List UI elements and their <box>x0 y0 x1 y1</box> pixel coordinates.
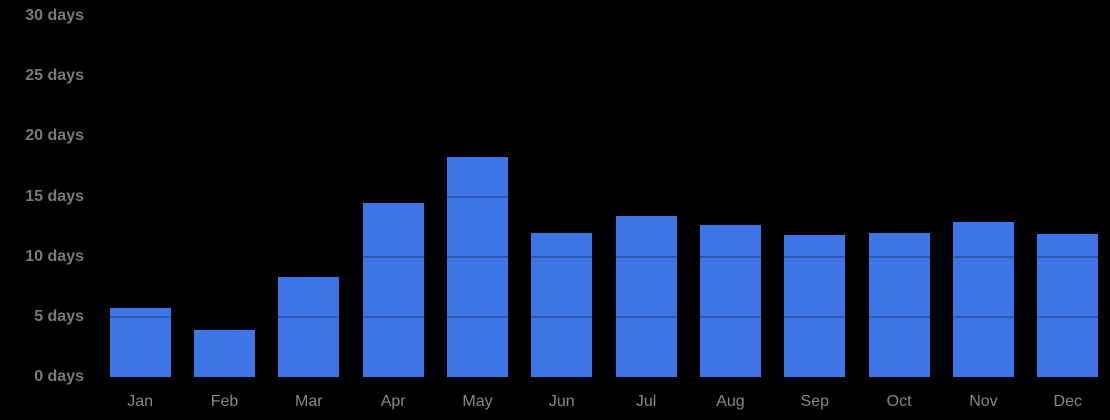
x-axis-label-nov: Nov <box>969 393 998 410</box>
x-axis-label-apr: Apr <box>380 393 406 410</box>
bar-jun[interactable] <box>531 232 593 377</box>
y-axis-label: 5 days <box>34 307 84 325</box>
bar-slot <box>182 0 266 377</box>
x-axis-label-aug: Aug <box>716 393 745 410</box>
bar-jul[interactable] <box>615 215 677 377</box>
y-axis-label: 15 days <box>25 187 84 205</box>
x-axis-label-sep: Sep <box>800 393 830 410</box>
x-axis-label-feb: Feb <box>210 393 239 410</box>
y-axis-label: 25 days <box>25 67 84 85</box>
bar-apr[interactable] <box>362 202 424 377</box>
bar-slot <box>435 0 519 377</box>
y-axis-label: 20 days <box>25 127 84 145</box>
bar-slot <box>1026 0 1110 377</box>
bar-slot <box>773 0 857 377</box>
x-axis-label-mar: Mar <box>295 393 323 410</box>
bar-oct[interactable] <box>868 232 930 377</box>
bar-sep[interactable] <box>784 235 846 377</box>
bar-feb[interactable] <box>193 330 255 377</box>
bar-aug[interactable] <box>699 225 761 377</box>
x-axis-label-may: May <box>462 393 493 410</box>
bar-slot <box>688 0 772 377</box>
bar-slot <box>857 0 941 377</box>
bar-slot <box>267 0 351 377</box>
y-axis-label: 30 days <box>25 7 84 24</box>
bar-slot <box>520 0 604 377</box>
y-axis-label: 10 days <box>25 247 84 265</box>
plot-area <box>98 0 1110 377</box>
bar-slot <box>604 0 688 377</box>
bar-slot <box>351 0 435 377</box>
x-axis-label-jun: Jun <box>548 393 575 410</box>
bar-may[interactable] <box>446 156 508 377</box>
y-axis-label: 0 days <box>34 368 84 385</box>
x-axis-label-jan: Jan <box>127 393 154 410</box>
bar-slot <box>98 0 182 377</box>
bar-dec[interactable] <box>1037 233 1099 377</box>
bar-mar[interactable] <box>278 277 340 377</box>
bar-slot <box>941 0 1025 377</box>
y-axis: 0 days 5 days 10 days 15 days 20 days 25 days… <box>0 0 84 420</box>
x-axis-label-jul: Jul <box>635 393 657 410</box>
x-axis-label-oct: Oct <box>886 393 912 410</box>
bar-nov[interactable] <box>952 221 1014 377</box>
bar-jan[interactable] <box>109 308 171 377</box>
x-axis: Jan Feb Mar Apr May Jun Jul Aug Sep Oct Nov Dec <box>98 393 1110 411</box>
x-axis-label-dec: Dec <box>1053 393 1082 410</box>
